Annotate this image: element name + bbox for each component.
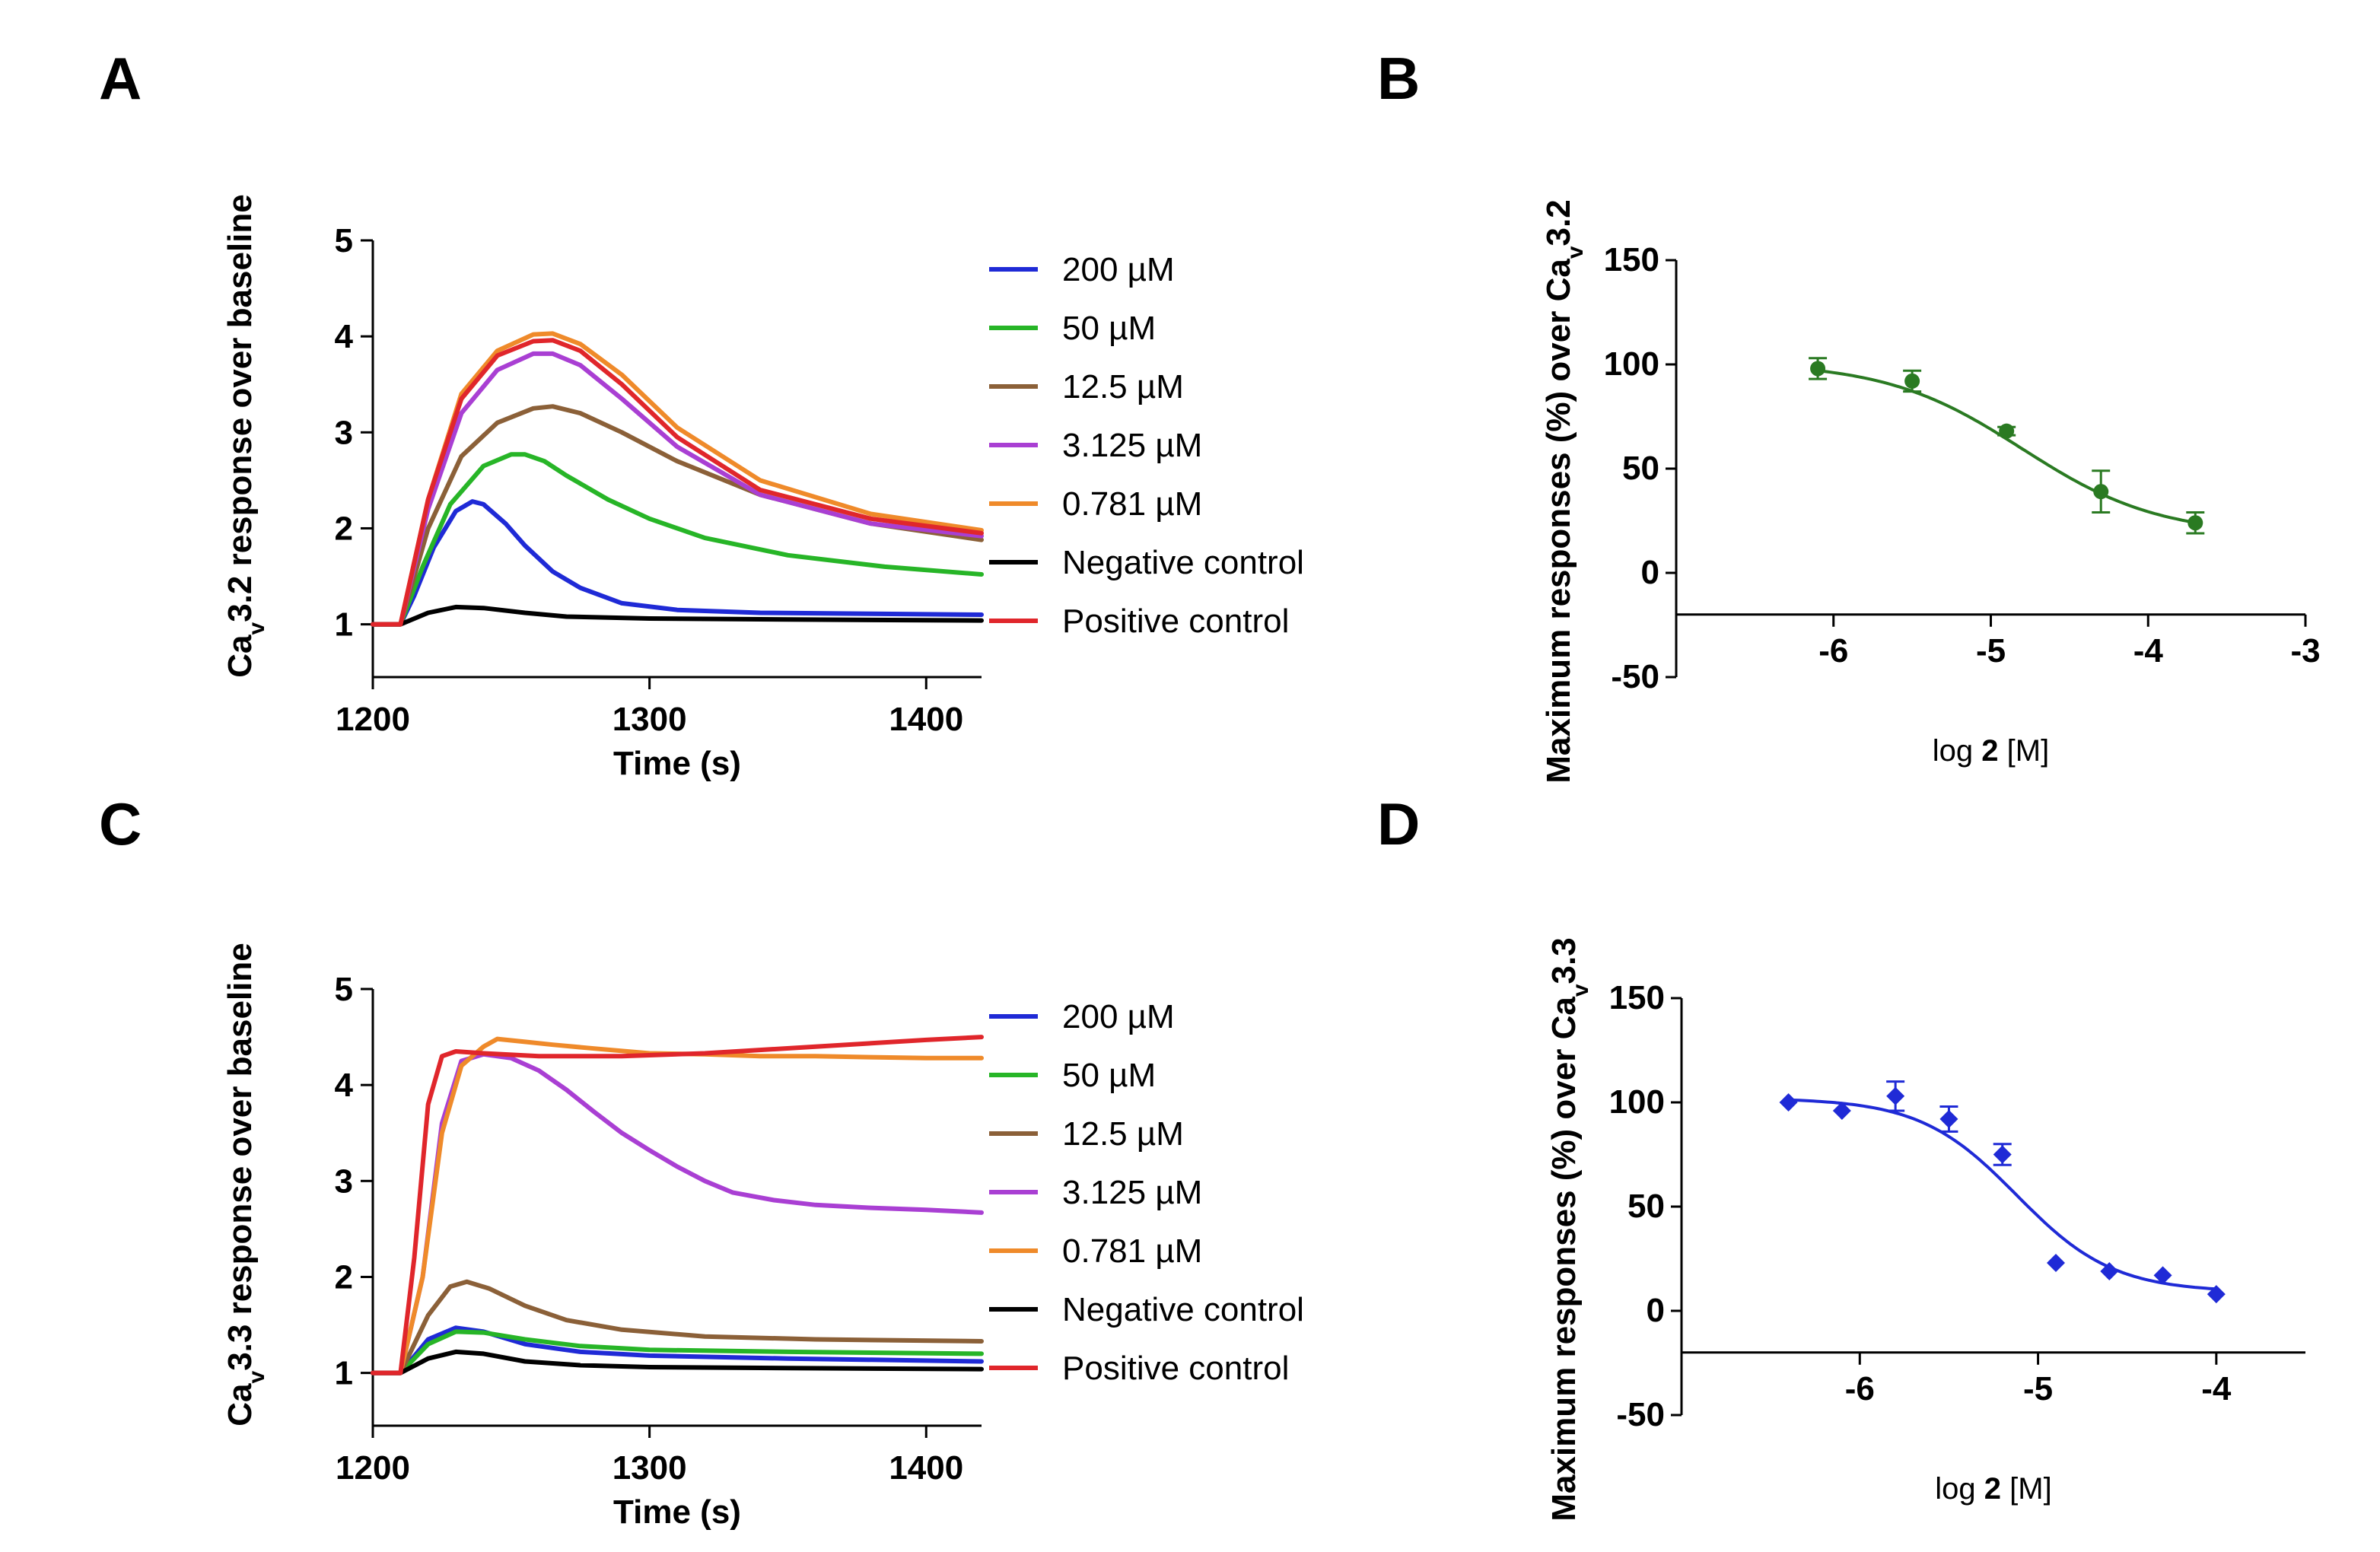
x-tick-label: -4 <box>2201 1370 2232 1407</box>
legend-label-5: Negative control <box>1062 1291 1304 1328</box>
data-point-8 <box>2207 1285 2226 1304</box>
x-tick-label: 1300 <box>612 701 687 738</box>
legend-label-1: 50 µM <box>1062 1057 1156 1094</box>
x-tick-label: -5 <box>1976 632 2006 669</box>
x-tick-label: 1200 <box>336 1449 410 1487</box>
y-tick-label: 0 <box>1641 554 1659 591</box>
data-point-5 <box>2047 1253 2065 1272</box>
legend-label-6: Positive control <box>1062 1350 1289 1387</box>
fit-curve <box>1788 1098 2217 1291</box>
x-axis-title: log 2 [M] <box>1933 734 2049 768</box>
legend-label-2: 12.5 µM <box>1062 1115 1184 1153</box>
y-tick-label: 1 <box>335 1355 353 1392</box>
series-line-6 <box>371 1035 984 1375</box>
data-point-2 <box>1886 1086 1905 1105</box>
series-line-5 <box>371 604 984 627</box>
legend-label-4: 0.781 µM <box>1062 1232 1202 1270</box>
legend-label-4: 0.781 µM <box>1062 485 1202 523</box>
y-tick-label: 0 <box>1647 1292 1665 1329</box>
y-tick-label: -50 <box>1616 1396 1665 1433</box>
y-axis-title: Cav3.2 response over baseline <box>221 194 269 677</box>
data-point-6 <box>2100 1261 2119 1280</box>
panel-label-b: B <box>1377 45 1420 112</box>
y-tick-label: 50 <box>1622 450 1659 487</box>
y-tick-label: 50 <box>1628 1188 1665 1225</box>
chart-b-dose-response: -50 0 50 100 150 -6 -5 -4 -3 log 2 [M] Maximum res… <box>1540 199 2321 783</box>
panel-label-d: D <box>1377 790 1420 857</box>
data-point-3 <box>1939 1109 1958 1128</box>
fit-curve <box>1817 369 2196 524</box>
x-tick-label: 1200 <box>336 701 410 738</box>
chart-a-time-course: 1 2 3 4 5 1200 1300 1400 Time (s) Cav3.2 response… <box>221 194 1304 782</box>
y-axis-title: Maximum responses (%) over Cav3.3 <box>1545 937 1593 1521</box>
y-tick-label: 100 <box>1609 1083 1665 1121</box>
y-axis-title: Maximum responses (%) over Cav3.2 <box>1540 199 1588 783</box>
series-line-6 <box>371 338 984 627</box>
y-tick-label: 100 <box>1604 345 1659 383</box>
y-tick-label: 5 <box>335 971 353 1008</box>
series-line-0 <box>371 499 984 627</box>
x-tick-label: -5 <box>2023 1370 2053 1407</box>
series-line-1 <box>371 1329 984 1375</box>
y-tick-label: 2 <box>335 1258 353 1296</box>
y-tick-label: 3 <box>335 1162 353 1200</box>
y-tick-label: 3 <box>335 414 353 451</box>
x-tick-label: 1300 <box>612 1449 687 1487</box>
y-tick-label: -50 <box>1611 658 1659 695</box>
legend-label-1: 50 µM <box>1062 310 1156 347</box>
data-point-4 <box>2188 515 2203 531</box>
data-point-2 <box>1999 423 2015 439</box>
panel-label-a: A <box>99 45 142 112</box>
y-tick-label: 150 <box>1604 241 1659 278</box>
data-point-0 <box>1779 1093 1798 1112</box>
series-line-5 <box>371 1349 984 1375</box>
x-axis-title: Time (s) <box>613 745 741 782</box>
x-tick-label: -6 <box>1845 1370 1875 1407</box>
series-line-4 <box>371 1036 984 1375</box>
y-tick-label: 4 <box>335 318 354 355</box>
y-tick-label: 2 <box>335 510 353 547</box>
x-tick-label: -6 <box>1818 632 1848 669</box>
y-tick-label: 5 <box>335 222 353 259</box>
data-point-4 <box>1993 1145 2012 1164</box>
y-tick-label: 150 <box>1609 979 1665 1016</box>
panel-label-c: C <box>99 790 142 857</box>
legend-label-0: 200 µM <box>1062 998 1175 1035</box>
chart-c-time-course: 1 2 3 4 5 1200 1300 1400 Time (s) Cav3.3 response… <box>221 943 1304 1531</box>
series-line-1 <box>371 452 984 627</box>
x-axis-title: Time (s) <box>613 1493 741 1531</box>
series-line-2 <box>371 1279 984 1375</box>
y-tick-label: 4 <box>335 1067 354 1104</box>
data-point-3 <box>2093 484 2109 500</box>
x-tick-label: 1400 <box>889 701 963 738</box>
x-tick-label: -4 <box>2133 632 2164 669</box>
x-tick-label: 1400 <box>889 1449 963 1487</box>
legend-label-3: 3.125 µM <box>1062 427 1202 464</box>
data-point-1 <box>1832 1101 1851 1120</box>
x-axis-title: log 2 [M] <box>1935 1472 2051 1506</box>
chart-d-dose-response: -50 0 50 100 150 -6 -5 -4 log 2 [M] Maximum respo… <box>1545 937 2305 1522</box>
legend-label-3: 3.125 µM <box>1062 1174 1202 1211</box>
series-line-3 <box>371 1051 984 1375</box>
legend-label-0: 200 µM <box>1062 251 1175 288</box>
legend-label-2: 12.5 µM <box>1062 368 1184 405</box>
series-line-4 <box>371 331 984 627</box>
data-point-0 <box>1810 361 1826 377</box>
legend-label-6: Positive control <box>1062 603 1289 640</box>
data-point-1 <box>1904 373 1920 389</box>
data-point-7 <box>2153 1266 2172 1285</box>
legend-label-5: Negative control <box>1062 544 1304 581</box>
y-tick-label: 1 <box>335 606 353 644</box>
y-axis-title: Cav3.3 response over baseline <box>221 943 269 1426</box>
x-tick-label: -3 <box>2290 632 2320 669</box>
